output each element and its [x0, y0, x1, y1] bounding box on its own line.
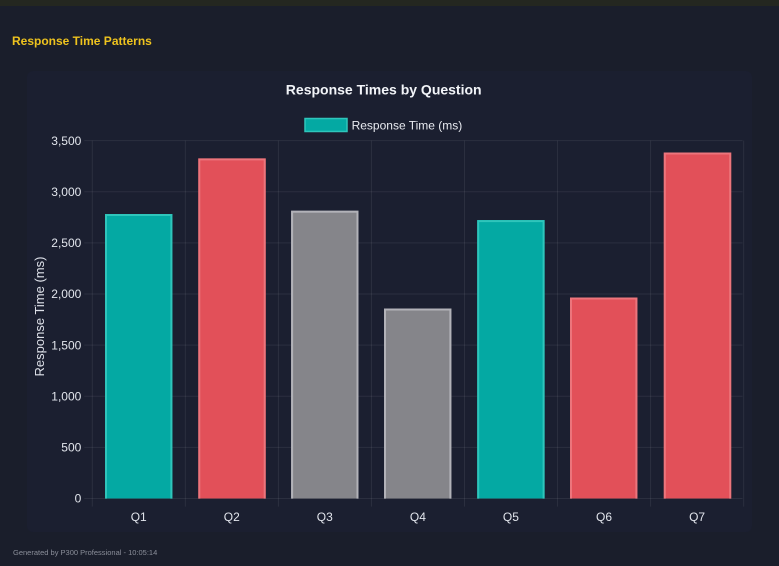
- svg-text:Q1: Q1: [131, 510, 147, 524]
- svg-text:Q4: Q4: [410, 510, 426, 524]
- svg-text:500: 500: [61, 441, 81, 455]
- svg-text:1,000: 1,000: [51, 389, 81, 403]
- svg-text:3,000: 3,000: [51, 185, 81, 199]
- svg-text:2,500: 2,500: [51, 236, 81, 250]
- svg-text:Response Time (ms): Response Time (ms): [32, 257, 47, 377]
- svg-text:Q6: Q6: [596, 510, 612, 524]
- svg-text:Q2: Q2: [224, 510, 240, 524]
- svg-text:Q7: Q7: [689, 510, 705, 524]
- svg-text:3,500: 3,500: [51, 134, 81, 148]
- svg-text:Q5: Q5: [503, 510, 519, 524]
- svg-text:Response Times by Question: Response Times by Question: [286, 82, 482, 98]
- svg-text:0: 0: [75, 492, 82, 506]
- svg-text:2,000: 2,000: [51, 287, 81, 301]
- svg-text:Response Time (ms): Response Time (ms): [352, 118, 463, 132]
- svg-text:1,500: 1,500: [51, 338, 81, 352]
- svg-text:Q3: Q3: [317, 510, 333, 524]
